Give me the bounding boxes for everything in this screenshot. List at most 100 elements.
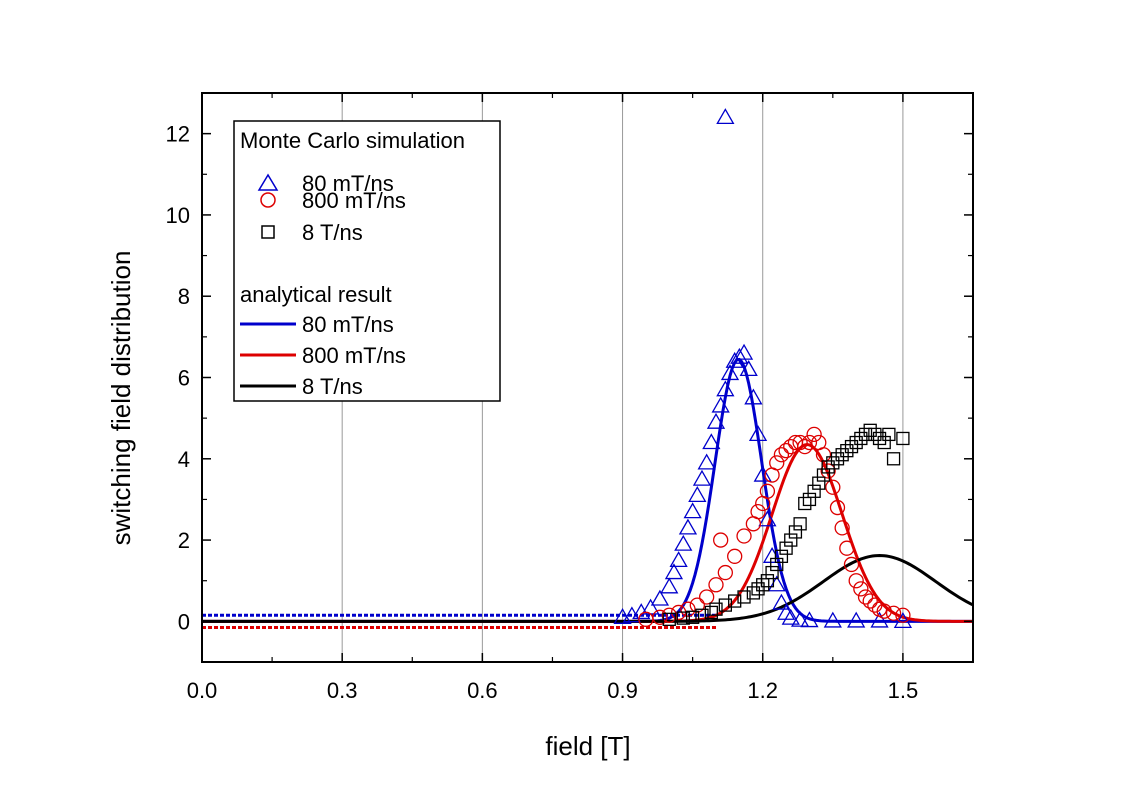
circle-marker: [652, 609, 668, 625]
legend-triangle-marker: [257, 173, 279, 191]
square-marker: [709, 602, 723, 616]
square-marker: [830, 452, 845, 466]
square-marker: [821, 460, 835, 474]
triangle-marker: [688, 486, 707, 503]
square-marker: [779, 541, 793, 555]
legend-item-mc-8: 8 T/ns: [302, 220, 363, 245]
square-marker: [760, 574, 775, 588]
square-marker: [896, 431, 910, 446]
triangle-marker: [683, 502, 702, 519]
axis-ticks: [201, 92, 973, 663]
circle-marker: [783, 438, 799, 455]
square-marker: [798, 496, 812, 511]
circle-marker: [778, 443, 794, 459]
triangle-marker: [706, 412, 726, 429]
square-marker: [685, 610, 700, 624]
y-axis-title: switching field distribution: [106, 251, 136, 546]
triangle-marker: [781, 608, 800, 625]
triangle-marker: [744, 388, 763, 405]
square-marker: [882, 427, 896, 442]
square-marker: [835, 448, 849, 462]
triangle-marker: [725, 351, 744, 368]
triangle-marker: [674, 534, 693, 551]
triangle-marker: [716, 108, 735, 125]
circle-marker: [759, 483, 776, 499]
circle-marker: [750, 503, 766, 520]
circle-marker: [834, 520, 850, 536]
circle-marker: [797, 438, 813, 455]
circle-marker: [773, 447, 790, 463]
circle-marker: [839, 540, 855, 556]
triangle-marker: [711, 396, 730, 413]
legend-item-an-80: 80 mT/ns: [302, 312, 394, 337]
triangle-marker: [692, 469, 712, 486]
square-marker: [886, 452, 901, 466]
x-tick-label: 0.6: [467, 678, 498, 703]
triangle-marker: [823, 611, 842, 628]
y-tick-label: 12: [166, 122, 190, 147]
circle-marker: [699, 589, 715, 605]
circle-marker: [876, 603, 892, 619]
square-marker: [849, 435, 863, 450]
triangle-marker: [730, 347, 749, 364]
y-tick-label: 6: [178, 366, 190, 391]
circle-marker: [843, 556, 860, 573]
tick-labels: 0.0 0.3 0.6 0.9 1.2 1.5 0 2 4 6 8 10 12: [166, 122, 919, 703]
triangle-marker: [753, 465, 772, 482]
triangle-marker: [734, 343, 754, 360]
circle-marker: [829, 499, 846, 516]
circle-marker: [857, 589, 874, 605]
square-marker: [774, 549, 789, 563]
legend-item-an-800: 800 mT/ns: [302, 343, 406, 368]
y-tick-label: 4: [178, 447, 190, 472]
circle-marker: [680, 601, 696, 617]
x-tick-label: 0.3: [327, 678, 358, 703]
triangle-marker: [632, 603, 651, 620]
square-marker: [718, 598, 732, 612]
triangle-marker: [720, 364, 740, 381]
square-marker: [737, 590, 751, 604]
square-marker: [784, 533, 798, 547]
x-tick-label: 0.0: [187, 678, 218, 703]
circle-marker: [820, 463, 836, 479]
circle-marker: [689, 597, 705, 613]
triangle-marker: [669, 551, 688, 568]
square-marker: [812, 476, 826, 490]
square-marker: [872, 431, 887, 446]
legend: Monte Carlo simulation 80 mT/ns 800 mT/n…: [233, 120, 501, 402]
x-tick-label: 0.9: [607, 678, 638, 703]
square-marker: [868, 427, 882, 442]
square-marker: [704, 605, 718, 620]
square-marker: [854, 431, 868, 446]
analytical-curve-8-t-ns: [202, 554, 974, 623]
square-marker: [662, 612, 676, 626]
legend-item-an-8: 8 T/ns: [302, 374, 363, 399]
triangle-marker: [748, 425, 768, 442]
y-tick-label: 10: [166, 203, 190, 228]
circle-marker: [853, 581, 869, 597]
square-marker: [807, 484, 821, 498]
circle-marker: [717, 564, 733, 581]
triangle-marker: [697, 453, 716, 470]
legend-square-marker: [261, 225, 275, 239]
square-marker: [765, 565, 779, 580]
y-tick-label: 8: [178, 284, 190, 309]
triangle-marker: [772, 593, 791, 610]
square-marker: [770, 557, 784, 572]
triangle-marker: [678, 518, 698, 535]
circle-marker: [815, 447, 832, 463]
triangle-marker: [762, 547, 782, 563]
y-tick-label: 2: [178, 528, 190, 553]
triangle-marker: [847, 611, 866, 628]
scatter-markers: [613, 108, 913, 629]
legend-circle-marker: [260, 192, 276, 208]
square-marker: [676, 611, 690, 625]
square-marker: [751, 582, 765, 596]
triangle-marker: [800, 611, 819, 628]
circle-marker: [708, 577, 724, 593]
square-marker: [840, 444, 854, 458]
triangle-marker: [758, 510, 777, 527]
circle-marker: [792, 434, 808, 451]
circle-marker: [825, 479, 841, 495]
